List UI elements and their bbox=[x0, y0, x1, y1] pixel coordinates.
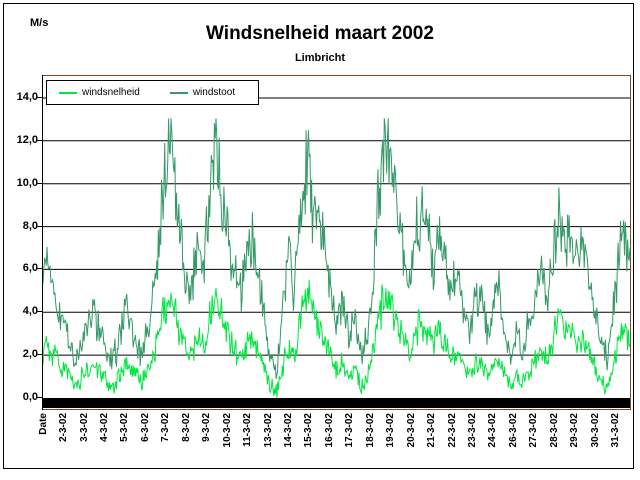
x-axis-line bbox=[43, 398, 630, 408]
x-tick-label: 14-3-02 bbox=[282, 413, 294, 448]
x-tick-label: 2-3-02 bbox=[58, 413, 69, 442]
x-tick-label: 4-3-02 bbox=[98, 413, 110, 442]
x-tick-label: 22-3-02 bbox=[446, 413, 458, 448]
windstoot-line-swatch bbox=[169, 91, 188, 94]
y-tick-mark bbox=[37, 311, 42, 313]
x-tick-label: 28-3-02 bbox=[548, 413, 560, 448]
chart-subtitle: Limbricht bbox=[294, 52, 346, 64]
y-tick-mark bbox=[37, 397, 42, 398]
y-tick-label: 14,0 bbox=[16, 90, 38, 103]
x-tick-label: 19-3-02 bbox=[385, 413, 397, 448]
x-tick-label: 29-3-02 bbox=[569, 413, 581, 448]
x-tick-label: 20-3-02 bbox=[405, 413, 417, 448]
x-axis-date-header-label: Date bbox=[37, 413, 49, 435]
x-tick-label: 24-3-02 bbox=[487, 413, 499, 448]
chart-title: Windsnelheid maart 2002 bbox=[206, 23, 434, 44]
y-axis bbox=[42, 75, 43, 410]
y-tick-mark bbox=[37, 182, 42, 184]
y-tick-mark bbox=[37, 268, 42, 270]
y-tick-label: 0,0 bbox=[22, 391, 38, 403]
chart-border bbox=[3, 3, 634, 469]
y-tick-mark bbox=[37, 96, 42, 98]
y-tick-label: 10,0 bbox=[16, 176, 38, 189]
x-tick-label: 15-3-02 bbox=[303, 413, 315, 448]
y-tick-label: 12,0 bbox=[16, 133, 38, 146]
x-tick-label: 30-3-02 bbox=[589, 413, 601, 448]
x-tick-label: 27-3-02 bbox=[528, 413, 540, 448]
x-tick-label: 8-3-02 bbox=[180, 413, 192, 442]
legend-label-windstoot: windstoot bbox=[192, 87, 236, 98]
legend[interactable]: windsnelheid windstoot bbox=[46, 80, 259, 105]
series-plot bbox=[43, 97, 630, 408]
x-tick-label: 6-3-02 bbox=[139, 413, 151, 442]
x-tick-label: 10-3-02 bbox=[221, 413, 233, 448]
x-tick-label: 26-3-02 bbox=[507, 413, 519, 448]
y-tick-mark bbox=[37, 139, 42, 141]
y-tick-label: 4,0 bbox=[22, 305, 38, 318]
x-tick-label: 23-3-02 bbox=[467, 413, 478, 448]
x-tick-label: 13-3-02 bbox=[262, 413, 274, 448]
y-tick-mark bbox=[37, 354, 42, 356]
plot-area[interactable] bbox=[42, 75, 631, 410]
y-tick-label: 8,0 bbox=[22, 219, 38, 232]
x-tick-label: 17-3-02 bbox=[344, 413, 356, 448]
series-windsnelheid-line bbox=[43, 280, 630, 398]
x-tick-label: 31-3-02 bbox=[610, 413, 622, 448]
y-axis-unit-label: M/s bbox=[30, 17, 49, 29]
x-tick-label: 16-3-02 bbox=[323, 413, 335, 448]
y-tick-label: 2,0 bbox=[22, 348, 38, 361]
x-tick-label: 3-3-02 bbox=[78, 413, 90, 442]
x-tick-label: 5-3-02 bbox=[119, 413, 131, 442]
y-tick-label: 6,0 bbox=[22, 262, 38, 275]
x-tick-label: 9-3-02 bbox=[201, 413, 213, 442]
legend-label-windsnelheid: windsnelheid bbox=[82, 87, 140, 98]
x-tick-label: 7-3-02 bbox=[160, 413, 172, 442]
x-tick-label: 21-3-02 bbox=[426, 413, 438, 448]
legend-item-windsnelheid[interactable]: windsnelheid bbox=[59, 87, 140, 98]
y-tick-mark bbox=[37, 225, 42, 227]
x-tick-label: 18-3-02 bbox=[364, 413, 376, 448]
legend-item-windstoot[interactable]: windstoot bbox=[169, 87, 236, 98]
series-windstoot-line bbox=[43, 118, 630, 379]
x-tick-label: 11-3-02 bbox=[242, 413, 253, 447]
windsnelheid-line-swatch bbox=[59, 91, 77, 94]
